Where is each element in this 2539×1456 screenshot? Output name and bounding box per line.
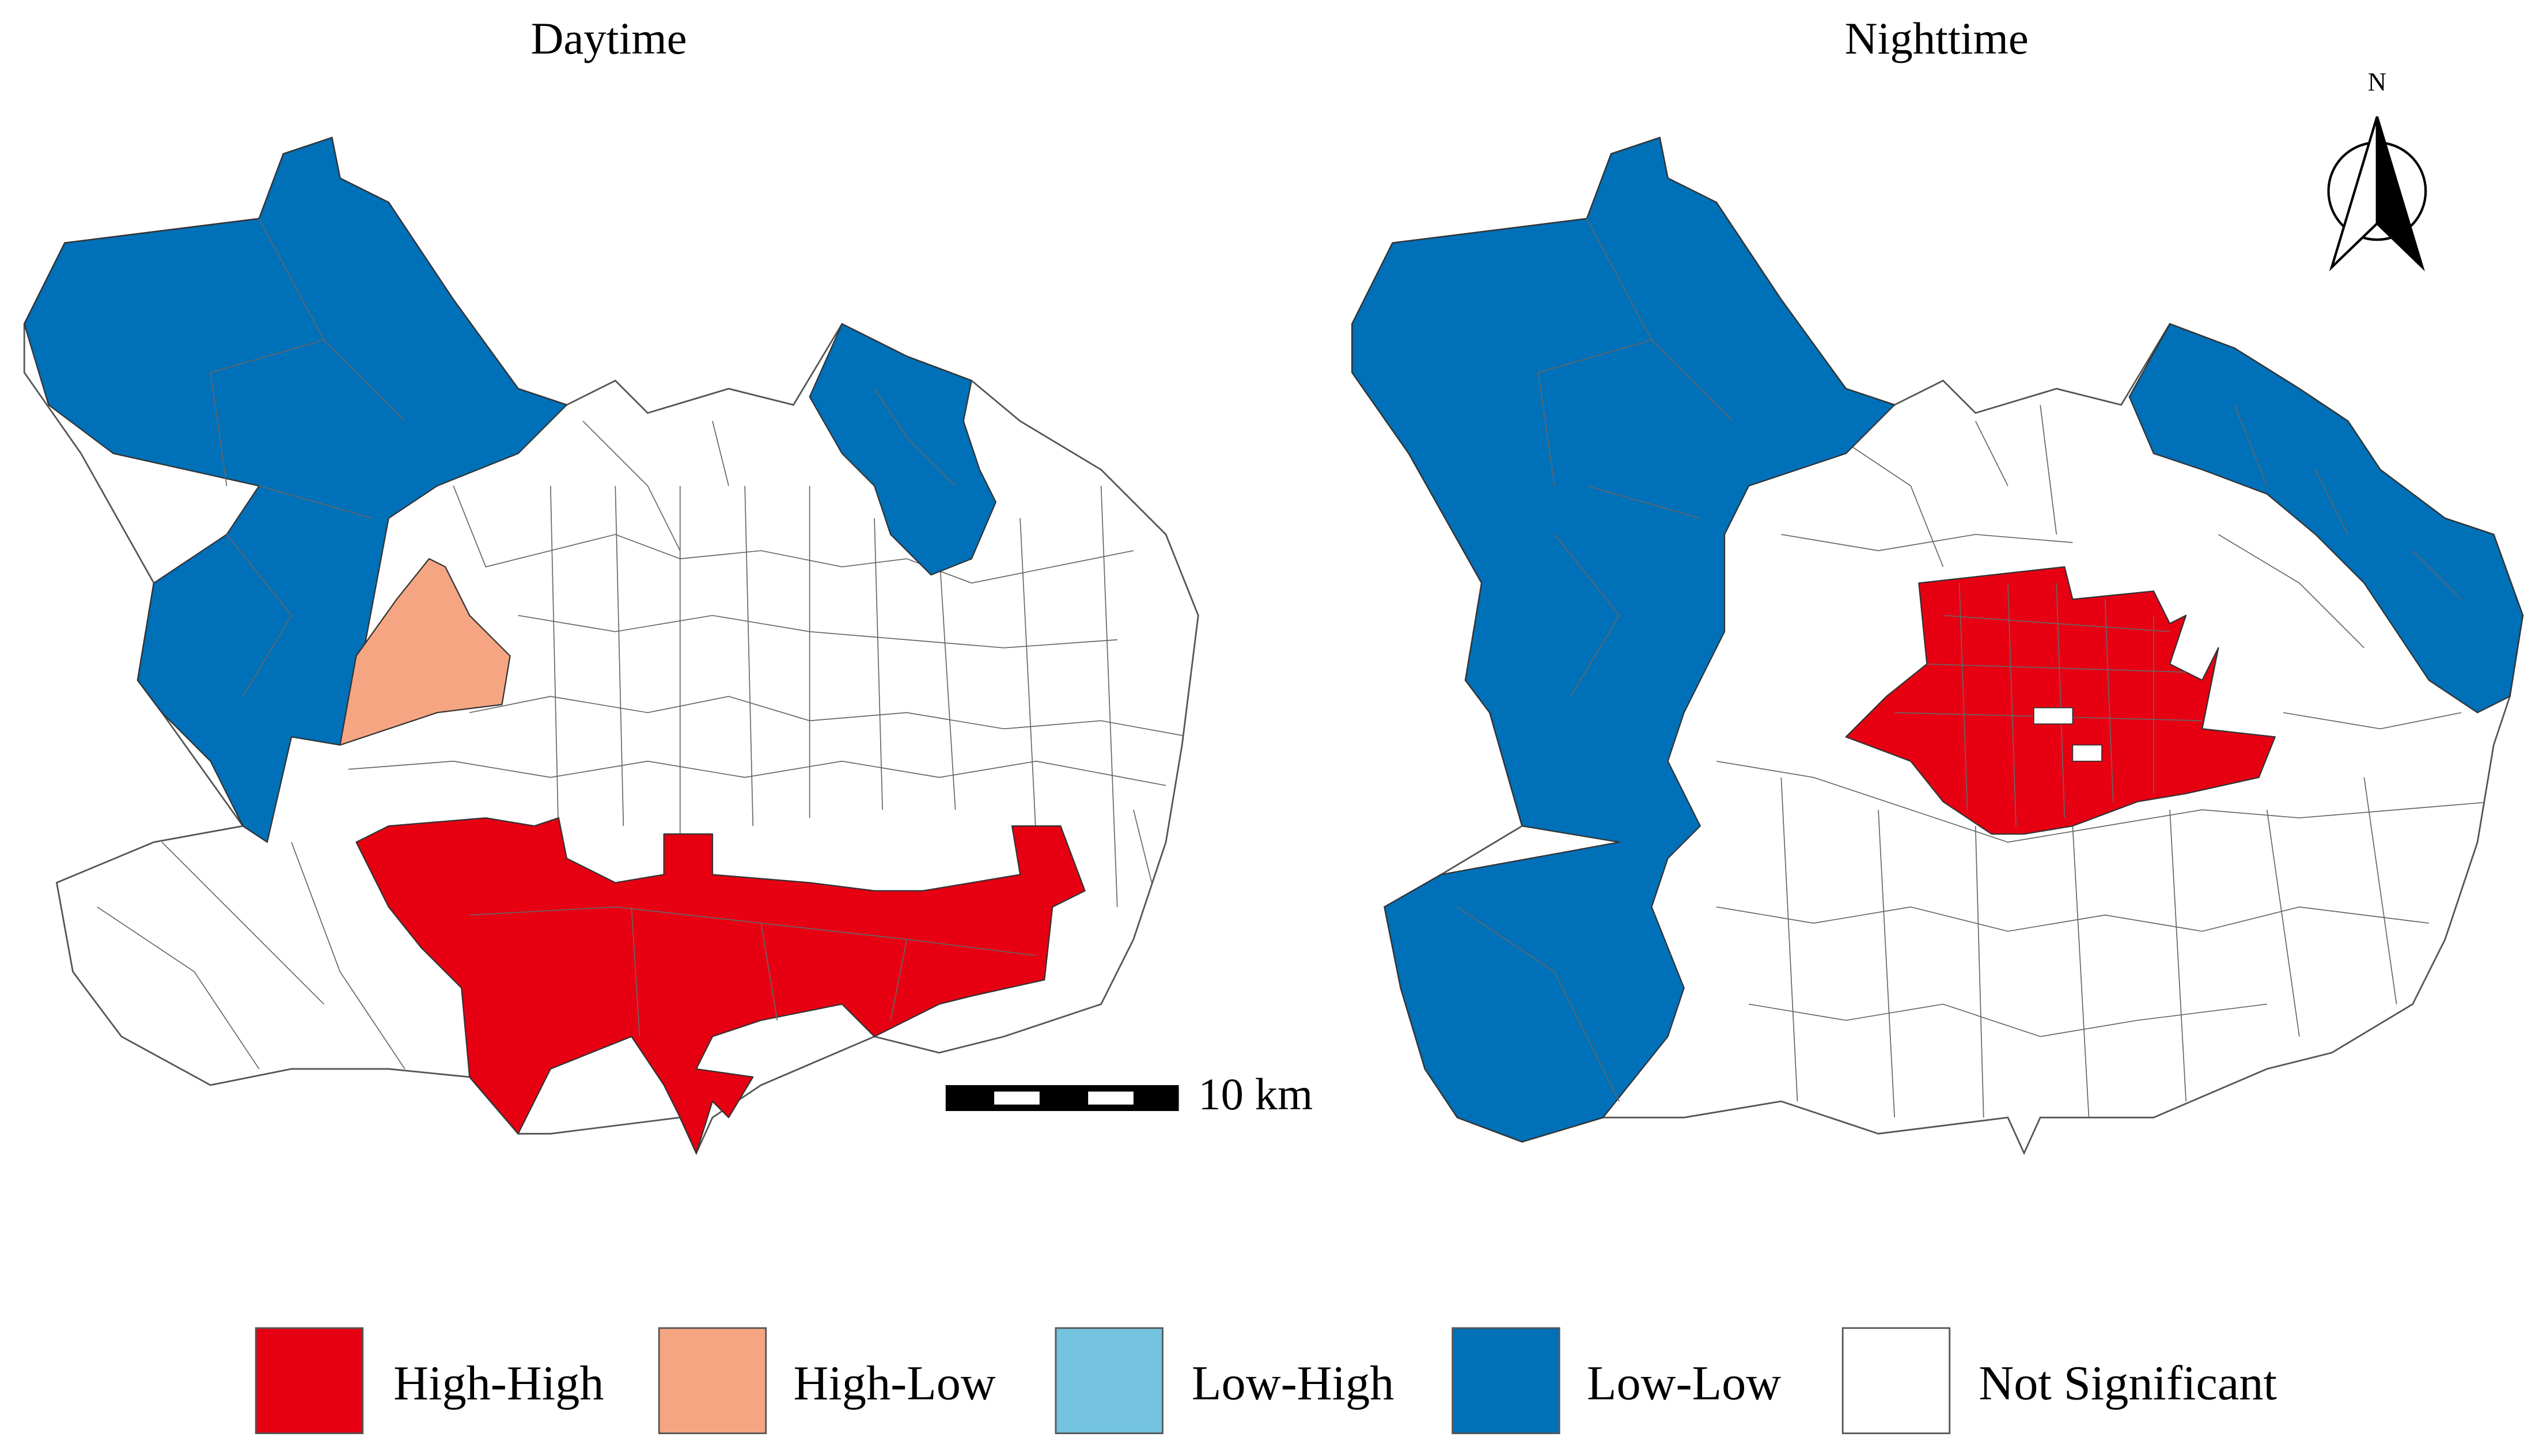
low-low-region (809, 323, 997, 576)
legend-label: High-High (393, 1357, 604, 1410)
unfilled-district (2033, 707, 2074, 725)
district-boundaries (97, 420, 1191, 1070)
legend-label: High-Low (794, 1357, 996, 1410)
high-low-region (339, 558, 511, 746)
scale-bar-segment (1088, 1091, 1134, 1105)
north-label: N (2368, 67, 2386, 96)
unfilled-district (2072, 744, 2102, 762)
map-title: Nighttime (1845, 14, 2029, 64)
map-title: Daytime (531, 14, 687, 64)
legend-swatch (1452, 1327, 1560, 1435)
district-boundaries (1716, 404, 2494, 1118)
nighttime-map (1351, 136, 2524, 1155)
scale-bar-segment (994, 1091, 1040, 1105)
legend-swatch (658, 1327, 767, 1435)
daytime-map (23, 136, 1199, 1155)
low-low-region (2128, 323, 2524, 714)
scale-bar-label: 10 km (1198, 1070, 1313, 1120)
north-arrow: N (2327, 67, 2427, 272)
north-arrow-left (2329, 116, 2378, 272)
legend-label: Low-High (1192, 1357, 1394, 1410)
low-low-region (1351, 136, 1896, 1143)
legend-label: Low-Low (1587, 1357, 1781, 1410)
legend-label: Not Significant (1979, 1357, 2277, 1410)
scale-bar-body (945, 1085, 1179, 1112)
legend-swatch (255, 1327, 364, 1435)
legend: High-High High-Low Low-High Low-Low Not … (255, 1327, 2277, 1435)
legend-swatch (1841, 1327, 1951, 1435)
high-high-region (355, 817, 1086, 1154)
scale-bar: 10 km (945, 1070, 1313, 1120)
legend-swatch (1055, 1327, 1164, 1435)
north-arrow-right (2375, 116, 2425, 272)
